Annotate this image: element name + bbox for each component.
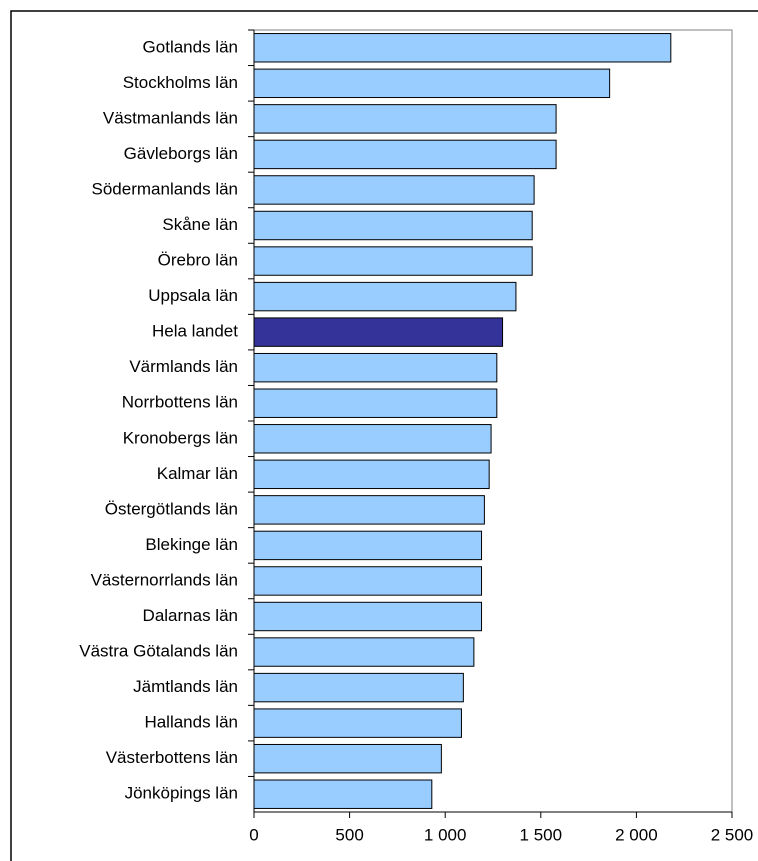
y-tick-label: Västerbottens län [106, 748, 238, 767]
bar [253, 281, 517, 312]
y-tick-label: Södermanlands län [92, 179, 238, 198]
x-tick-label: 2 500 [711, 825, 754, 844]
x-tick-label: 0 [249, 825, 258, 844]
bar [253, 566, 483, 596]
bar [253, 68, 611, 99]
bar [253, 672, 464, 703]
y-tick-label: Skåne län [162, 215, 238, 234]
bar [253, 708, 462, 738]
x-tick-label: 1 000 [424, 825, 467, 844]
y-tick-label: Örebro län [158, 251, 238, 270]
bar [253, 139, 557, 170]
bar [253, 352, 498, 383]
y-tick-label: Östergötlands län [105, 499, 238, 518]
y-tick-label: Dalarnas län [143, 606, 238, 625]
bar [253, 495, 485, 525]
y-tick-label: Gävleborgs län [124, 144, 238, 163]
bar [253, 530, 483, 561]
y-tick-label: Norrbottens län [122, 393, 238, 412]
bar [253, 743, 442, 774]
bar [253, 424, 492, 454]
bar [253, 246, 533, 276]
bar [253, 317, 504, 347]
y-tick-label: Hela landet [152, 322, 238, 341]
y-tick-label: Västmanlands län [103, 108, 238, 127]
bar [253, 175, 535, 205]
y-tick-label: Kalmar län [157, 464, 238, 483]
y-tick-label: Hallands län [144, 713, 238, 732]
y-tick-label: Uppsala län [148, 286, 238, 305]
y-tick-label: Jönköpings län [125, 784, 238, 803]
y-tick-label: Kronobergs län [123, 428, 238, 447]
y-tick-label: Blekinge län [145, 535, 238, 554]
bar [253, 601, 483, 632]
y-tick-label: Värmlands län [129, 357, 238, 376]
y-tick-label: Västernorrlands län [91, 570, 238, 589]
bar [253, 104, 557, 134]
y-tick-label: Västra Götalands län [79, 642, 238, 661]
y-tick-label: Jämtlands län [133, 677, 238, 696]
x-tick-label: 2 000 [615, 825, 658, 844]
y-tick-label: Gotlands län [143, 37, 238, 56]
bar [253, 210, 533, 241]
bar [253, 459, 490, 490]
y-tick-label: Stockholms län [123, 73, 238, 92]
bar [253, 637, 475, 667]
x-tick-label: 1 500 [520, 825, 563, 844]
x-tick-label: 500 [335, 825, 363, 844]
bar [253, 33, 672, 63]
bar [253, 779, 433, 809]
bar [253, 388, 498, 418]
